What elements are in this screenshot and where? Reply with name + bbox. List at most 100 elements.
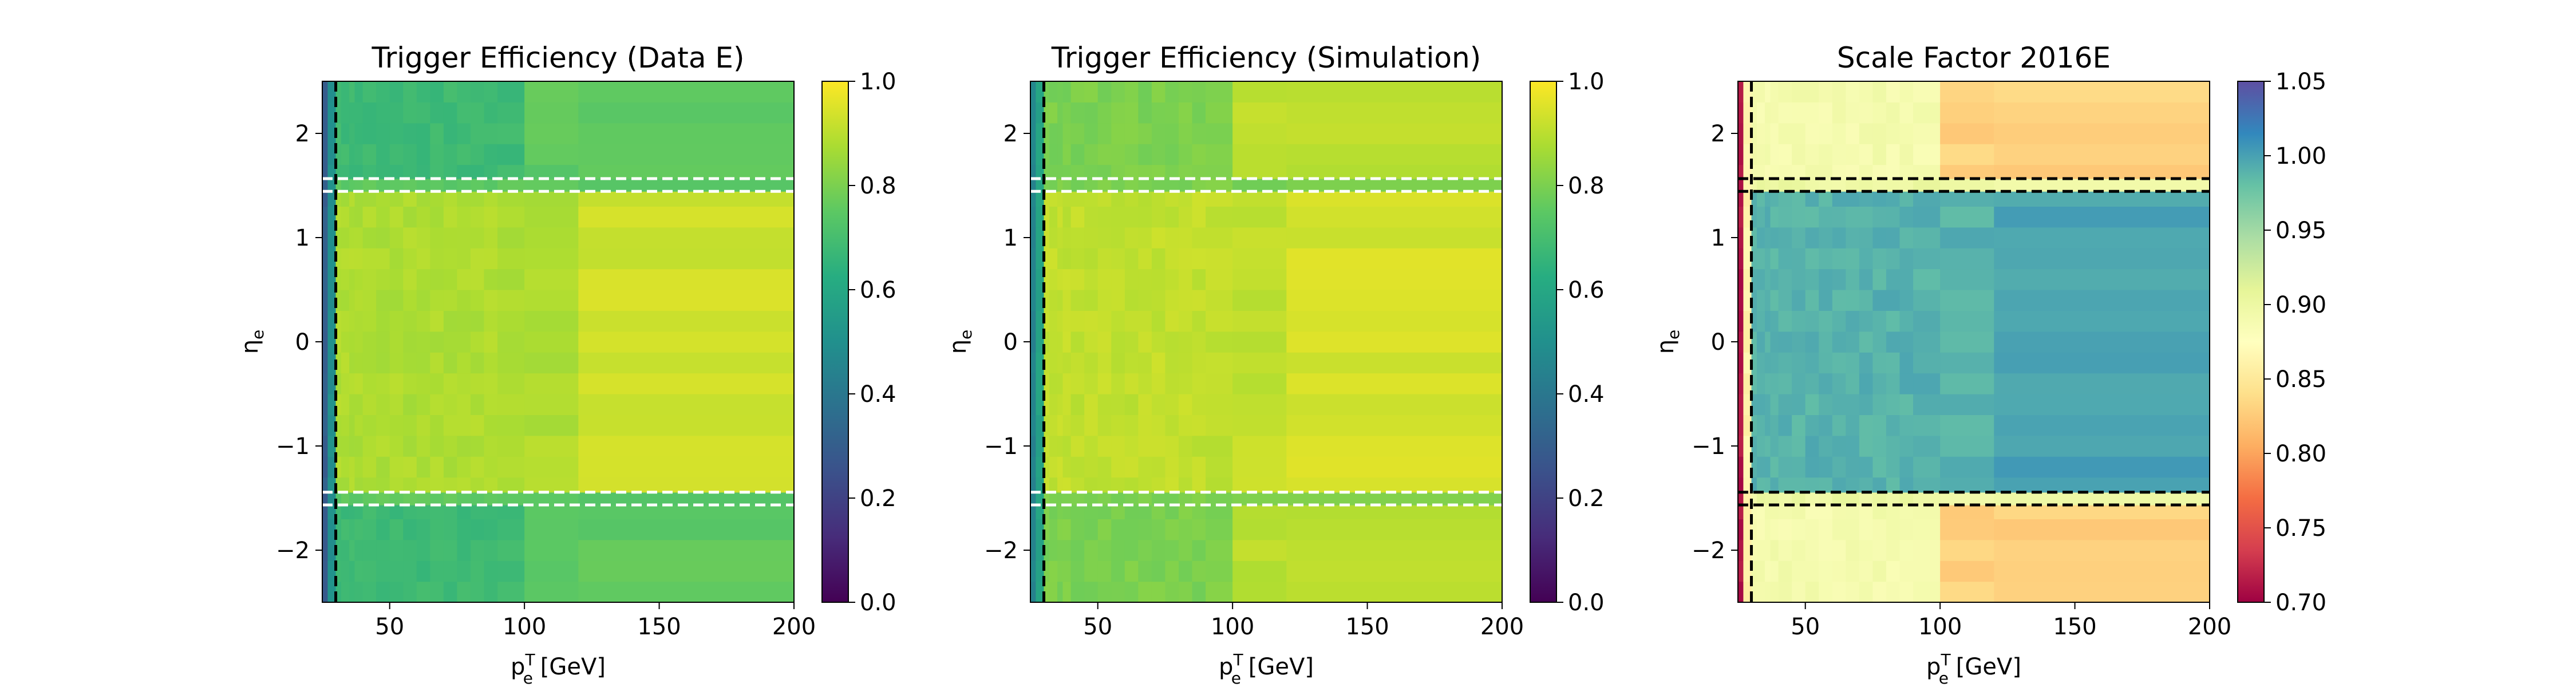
heatmap-cell [497, 269, 525, 290]
heatmap-cell [578, 178, 795, 192]
heatmap-cell [1124, 519, 1139, 540]
heatmap-cell [1778, 206, 1792, 228]
heatmap-cell [1070, 290, 1085, 311]
heatmap-cell [470, 123, 485, 144]
heatmap-cell [1178, 456, 1193, 478]
heatmap-cell [1743, 178, 1752, 192]
heatmap-cell [349, 144, 355, 165]
heatmap-cell [1084, 519, 1099, 540]
heatmap-cell [1819, 352, 1833, 374]
heatmap-cell [1819, 81, 1833, 102]
heatmap-cell [1062, 269, 1072, 290]
heatmap-cell [1738, 477, 1744, 493]
heatmap-cell [416, 178, 430, 192]
heatmap-cell [1124, 269, 1139, 290]
heatmap-cell [1070, 123, 1085, 144]
heatmap-cell [1743, 394, 1752, 415]
heatmap-cell [1286, 144, 1503, 165]
heatmap-cell [524, 394, 579, 415]
heatmap-cell [335, 164, 342, 179]
heatmap-cell [1138, 505, 1152, 519]
heatmap-cell [578, 519, 795, 540]
heatmap-cell [1138, 519, 1152, 540]
heatmap-cell [1044, 394, 1050, 415]
heatmap-cell [1124, 191, 1139, 207]
heatmap-cell [416, 290, 430, 311]
heatmap-cell [327, 227, 337, 248]
heatmap-cell [354, 206, 364, 228]
heatmap-cell [1070, 394, 1085, 415]
heatmap-cell [1872, 539, 1887, 561]
heatmap-cell [362, 352, 377, 374]
heatmap-cell [1886, 505, 1901, 519]
heatmap-cell [1286, 102, 1503, 124]
heatmap-cell [1738, 227, 1744, 248]
heatmap-cell [1872, 505, 1887, 519]
heatmap-cell [1994, 164, 2210, 179]
heatmap-cell [1738, 290, 1744, 311]
heatmap-cell [1872, 144, 1887, 165]
heatmap-cell [1138, 227, 1152, 248]
heatmap-cell [484, 290, 498, 311]
heatmap-cell [578, 352, 795, 374]
heatmap-cell [443, 144, 458, 165]
heatmap-cell [1084, 164, 1099, 179]
heatmap-cell [1111, 414, 1125, 436]
heatmap-cell [335, 505, 342, 519]
colorbar-tick-label: 1.05 [2275, 69, 2326, 95]
heatmap-cell [1097, 227, 1112, 248]
heatmap-cell [1151, 477, 1166, 493]
heatmap-cell [1030, 164, 1037, 179]
heatmap-cell [1049, 123, 1058, 144]
heatmap-cell [376, 456, 390, 478]
heatmap-cell [1036, 352, 1045, 374]
heatmap-cell [1030, 492, 1037, 506]
heatmap-cell [1805, 352, 1819, 374]
heatmap-cell [1151, 373, 1166, 394]
heatmap-cell [1232, 477, 1287, 493]
heatmap-cell [1743, 206, 1752, 228]
heatmap-cell [1872, 492, 1887, 506]
colorbar: 0.700.750.800.850.900.951.001.05 [2237, 69, 2326, 616]
heatmap-cell [416, 310, 430, 332]
heatmap-cell [443, 352, 458, 374]
heatmap-cell [1886, 352, 1901, 374]
heatmap-cell [497, 102, 525, 124]
heatmap-cell [1940, 492, 1994, 506]
heatmap-cell [430, 492, 444, 506]
heatmap-cell [1940, 414, 1994, 436]
heatmap-cell [1832, 227, 1846, 248]
heatmap-cell [327, 123, 337, 144]
heatmap-cell [1778, 164, 1792, 179]
heatmap-cell [1151, 560, 1166, 582]
heatmap-cell [1124, 290, 1139, 311]
heatmap-cell [1286, 519, 1503, 540]
heatmap-cell [1832, 456, 1846, 478]
heatmap-cell [349, 81, 355, 102]
heatmap-cell [443, 227, 458, 248]
heatmap-cell [470, 81, 485, 102]
heatmap-cell [1206, 290, 1233, 311]
heatmap-cell [524, 144, 579, 165]
heatmap-cell [1792, 414, 1806, 436]
heatmap-cell [1792, 539, 1806, 561]
y-tick-label: −1 [984, 433, 1018, 460]
heatmap-cell [1819, 310, 1833, 332]
heatmap-cell [524, 581, 579, 603]
heatmap-cell [430, 191, 444, 207]
heatmap-cell [416, 123, 430, 144]
heatmap-cell [1846, 539, 1860, 561]
heatmap-cell [1062, 492, 1072, 506]
heatmap-cell [1778, 144, 1792, 165]
heatmap-cell [1206, 248, 1233, 270]
heatmap-cell [327, 164, 337, 179]
heatmap-cell [335, 519, 342, 540]
heatmap-cell [1778, 269, 1792, 290]
heatmap-cell [327, 191, 337, 207]
x-tick-label: 150 [1345, 614, 1389, 640]
heatmap-cell [430, 456, 444, 478]
heatmap-cell [1778, 581, 1792, 603]
x-tick-label: 50 [375, 614, 404, 640]
heatmap-cell [341, 373, 350, 394]
